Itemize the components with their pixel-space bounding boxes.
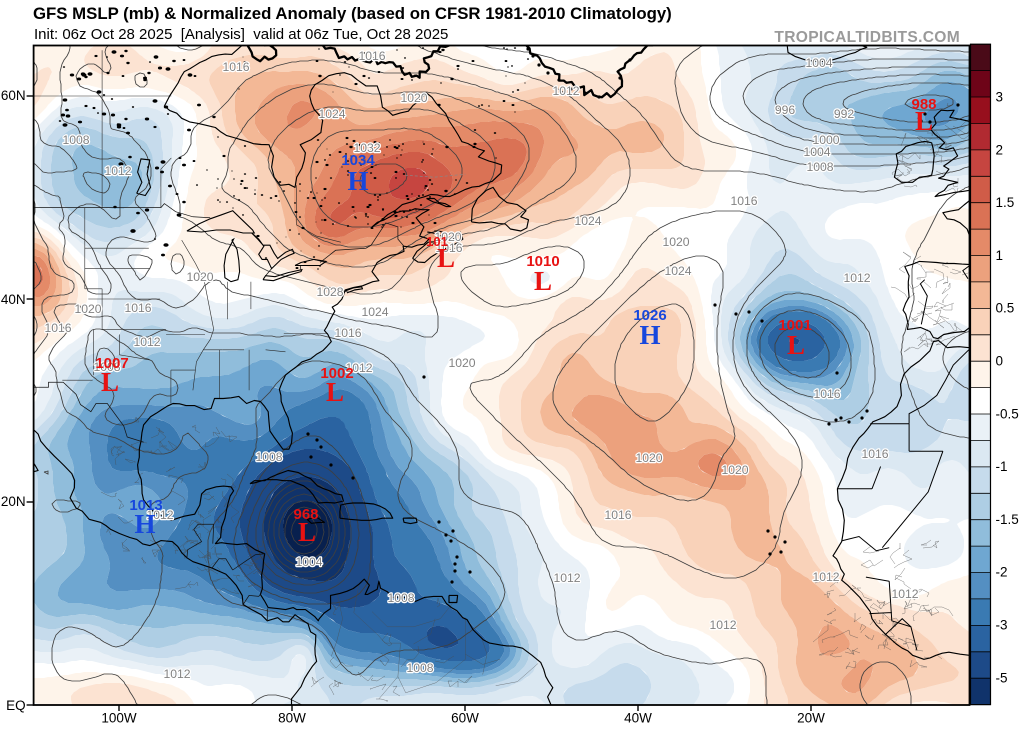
svg-text:1016: 1016 bbox=[435, 241, 462, 255]
svg-text:1016: 1016 bbox=[358, 49, 385, 63]
svg-text:3: 3 bbox=[996, 90, 1004, 105]
svg-text:80W: 80W bbox=[278, 711, 306, 725]
svg-text:H: H bbox=[134, 509, 155, 539]
svg-text:60N: 60N bbox=[1, 88, 26, 103]
svg-text:1016: 1016 bbox=[604, 508, 631, 522]
svg-text:1007: 1007 bbox=[95, 355, 128, 372]
svg-text:1016: 1016 bbox=[222, 60, 249, 74]
svg-text:60W: 60W bbox=[451, 711, 479, 725]
svg-text:1024: 1024 bbox=[574, 214, 601, 228]
svg-text:1012: 1012 bbox=[163, 667, 190, 681]
svg-text:H: H bbox=[639, 320, 660, 350]
svg-text:-2: -2 bbox=[996, 565, 1008, 580]
svg-text:1012: 1012 bbox=[345, 361, 372, 375]
svg-text:1020: 1020 bbox=[400, 91, 427, 105]
svg-text:1010: 1010 bbox=[526, 253, 559, 270]
svg-text:L: L bbox=[534, 266, 552, 296]
svg-text:1028: 1028 bbox=[316, 285, 343, 299]
svg-text:1016: 1016 bbox=[813, 387, 840, 401]
svg-text:1008: 1008 bbox=[387, 591, 414, 605]
svg-text:988: 988 bbox=[911, 96, 936, 113]
svg-text:L: L bbox=[326, 377, 344, 407]
svg-text:1020: 1020 bbox=[662, 235, 689, 249]
svg-text:-1.5: -1.5 bbox=[996, 512, 1019, 527]
svg-text:968: 968 bbox=[293, 506, 318, 523]
svg-text:1020: 1020 bbox=[186, 270, 213, 284]
svg-text:-0.5: -0.5 bbox=[996, 406, 1019, 421]
svg-text:L: L bbox=[787, 330, 805, 360]
svg-text:100W: 100W bbox=[101, 711, 137, 725]
svg-text:1032: 1032 bbox=[353, 141, 380, 155]
svg-text:1000: 1000 bbox=[812, 133, 839, 147]
svg-text:1012: 1012 bbox=[133, 335, 160, 349]
svg-text:1034: 1034 bbox=[341, 152, 375, 169]
svg-text:1008: 1008 bbox=[255, 450, 282, 464]
svg-text:1012: 1012 bbox=[553, 571, 580, 585]
svg-text:1016: 1016 bbox=[861, 447, 888, 461]
svg-text:1012: 1012 bbox=[104, 164, 131, 178]
svg-text:40W: 40W bbox=[624, 711, 652, 725]
svg-text:1004: 1004 bbox=[803, 145, 830, 159]
svg-text:996: 996 bbox=[775, 103, 796, 117]
svg-text:1016: 1016 bbox=[334, 326, 361, 340]
svg-text:1004: 1004 bbox=[805, 56, 832, 70]
svg-text:-3: -3 bbox=[996, 618, 1008, 633]
svg-text:1008: 1008 bbox=[62, 133, 89, 147]
svg-text:0.5: 0.5 bbox=[996, 301, 1015, 316]
svg-text:2: 2 bbox=[996, 143, 1004, 158]
svg-text:1020: 1020 bbox=[448, 356, 475, 370]
svg-text:-1: -1 bbox=[996, 459, 1008, 474]
svg-text:1012: 1012 bbox=[709, 618, 736, 632]
svg-text:1020: 1020 bbox=[721, 463, 748, 477]
svg-text:1004: 1004 bbox=[295, 555, 322, 569]
svg-text:1012: 1012 bbox=[146, 508, 173, 522]
svg-text:992: 992 bbox=[834, 107, 855, 121]
svg-text:0: 0 bbox=[996, 354, 1004, 369]
svg-text:1012: 1012 bbox=[843, 271, 870, 285]
svg-text:L: L bbox=[101, 367, 119, 397]
svg-text:1016: 1016 bbox=[124, 301, 151, 315]
svg-text:1020: 1020 bbox=[434, 230, 461, 244]
svg-text:1002: 1002 bbox=[320, 365, 353, 382]
svg-text:1013: 1013 bbox=[129, 497, 162, 514]
svg-text:Init: 06z Oct 28 2025 [Analys: Init: 06z Oct 28 2025 [Analysis] valid a… bbox=[34, 26, 448, 43]
svg-text:1008: 1008 bbox=[93, 360, 120, 374]
svg-text:20W: 20W bbox=[797, 711, 825, 725]
svg-text:1024: 1024 bbox=[664, 264, 691, 278]
svg-text:1024: 1024 bbox=[361, 305, 388, 319]
svg-text:GFS MSLP (mb) & Normalized Ano: GFS MSLP (mb) & Normalized Anomaly (base… bbox=[33, 4, 672, 23]
svg-text:1016: 1016 bbox=[44, 321, 71, 335]
svg-text:1020: 1020 bbox=[74, 302, 101, 316]
svg-text:1008: 1008 bbox=[406, 661, 433, 675]
svg-text:1020: 1020 bbox=[635, 451, 662, 465]
svg-text:-5: -5 bbox=[996, 670, 1008, 685]
svg-text:H: H bbox=[347, 166, 368, 196]
svg-text:EQ: EQ bbox=[6, 698, 26, 713]
svg-text:1001: 1001 bbox=[778, 317, 811, 334]
svg-text:101: 101 bbox=[426, 234, 448, 249]
svg-text:L: L bbox=[298, 517, 316, 547]
svg-text:1012: 1012 bbox=[812, 570, 839, 584]
svg-text:L: L bbox=[915, 106, 933, 136]
svg-text:1012: 1012 bbox=[891, 587, 918, 601]
svg-text:1.5: 1.5 bbox=[996, 195, 1015, 210]
svg-text:1: 1 bbox=[996, 248, 1004, 263]
svg-text:1026: 1026 bbox=[633, 307, 666, 324]
svg-text:1008: 1008 bbox=[806, 160, 833, 174]
svg-text:40N: 40N bbox=[1, 292, 26, 307]
svg-text:20N: 20N bbox=[1, 494, 26, 509]
svg-text:1024: 1024 bbox=[318, 107, 345, 121]
svg-text:1012: 1012 bbox=[552, 84, 579, 98]
svg-text:TROPICALTIDBITS.COM: TROPICALTIDBITS.COM bbox=[774, 29, 960, 46]
svg-text:L: L bbox=[437, 243, 455, 273]
svg-text:1016: 1016 bbox=[730, 194, 757, 208]
